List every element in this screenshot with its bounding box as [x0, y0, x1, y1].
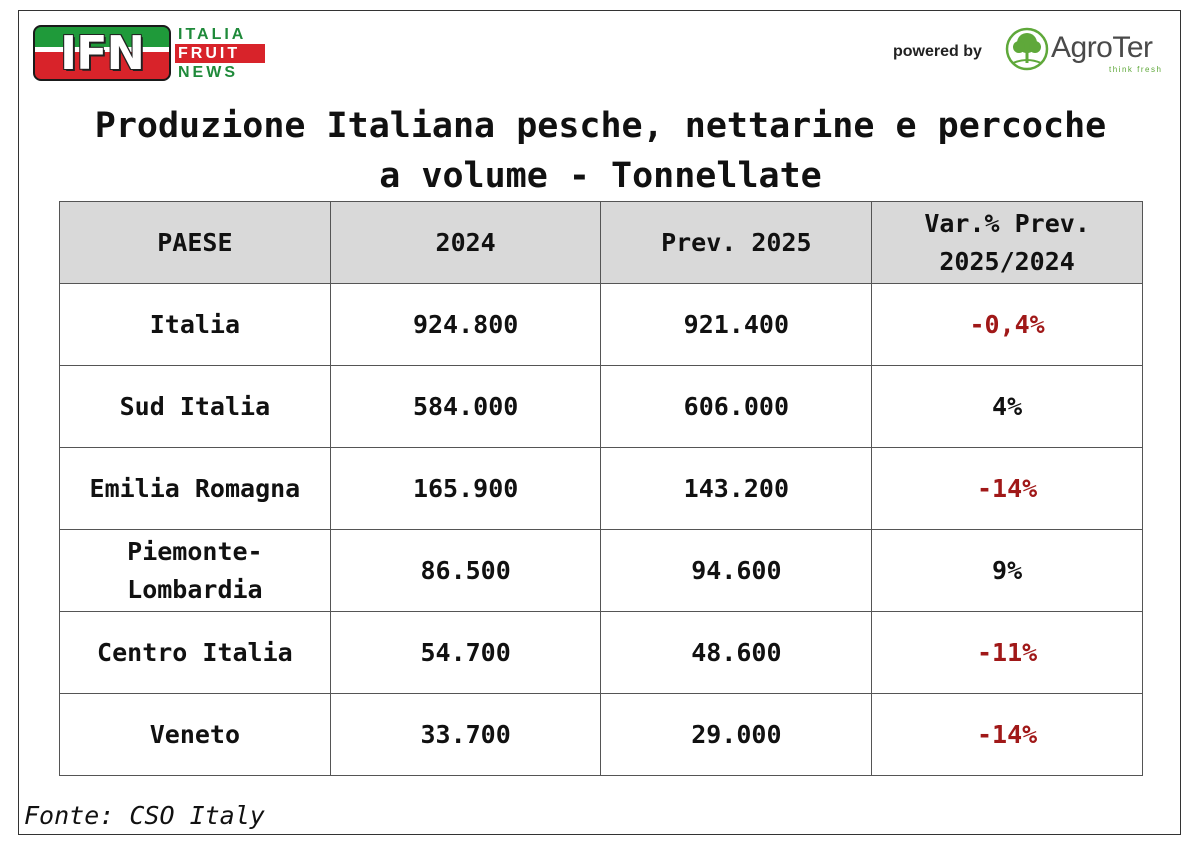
header-paese: PAESE	[59, 201, 331, 284]
production-table: PAESE 2024 Prev. 2025 Var.% Prev. 2025/2…	[59, 201, 1143, 776]
header-var: Var.% Prev. 2025/2024	[871, 201, 1143, 284]
agroter-logo: AgroTer think fresh	[1005, 27, 1175, 81]
ifn-logo-badge	[33, 25, 171, 81]
cell-prev-2025: 606.000	[600, 365, 873, 448]
cell-var: -11%	[871, 611, 1143, 694]
cell-paese: Veneto	[59, 693, 331, 776]
table-row: Italia 924.800 921.400 -0,4%	[59, 283, 1143, 366]
cell-prev-2025: 94.600	[600, 529, 873, 612]
table-row: Emilia Romagna 165.900 143.200 -14%	[59, 447, 1143, 530]
table-body: Italia 924.800 921.400 -0,4% Sud Italia 584.0…	[59, 283, 1143, 776]
cell-2024: 33.700	[329, 693, 602, 776]
ifn-logo: IFN ITALIA FRUIT NEWS	[33, 21, 265, 87]
title-line-2: a volume - Tonnellate	[379, 156, 822, 196]
powered-by-label: powered by	[893, 43, 982, 60]
cell-paese: Piemonte- Lombardia	[59, 529, 331, 612]
title-line-1: Produzione Italiana pesche, nettarine e …	[94, 106, 1107, 146]
agroter-tagline: think fresh	[1109, 65, 1163, 74]
ifn-word-news: NEWS	[178, 64, 238, 81]
cell-var: 4%	[871, 365, 1143, 448]
infographic-frame: IFN ITALIA FRUIT NEWS powered by AgroTer…	[18, 10, 1181, 835]
cell-paese: Italia	[59, 283, 331, 366]
cell-var: -0,4%	[871, 283, 1143, 366]
cell-prev-2025: 48.600	[600, 611, 873, 694]
cell-2024: 584.000	[329, 365, 602, 448]
cell-prev-2025: 143.200	[600, 447, 873, 530]
cell-var: -14%	[871, 693, 1143, 776]
ifn-logo-letters: IFN	[59, 26, 145, 80]
cell-var: 9%	[871, 529, 1143, 612]
agroter-name: AgroTer	[1051, 31, 1153, 64]
cell-var: -14%	[871, 447, 1143, 530]
cell-2024: 165.900	[329, 447, 602, 530]
source-note: Fonte: CSO Italy	[24, 801, 265, 830]
ifn-logo-words: ITALIA FRUIT NEWS	[175, 25, 265, 82]
header-2024: 2024	[329, 201, 602, 284]
table-header-row: PAESE 2024 Prev. 2025 Var.% Prev. 2025/2…	[59, 201, 1143, 284]
cell-paese: Sud Italia	[59, 365, 331, 448]
table-row: Veneto 33.700 29.000 -14%	[59, 693, 1143, 776]
tree-icon	[1005, 27, 1049, 71]
cell-paese: Emilia Romagna	[59, 447, 331, 530]
cell-prev-2025: 29.000	[600, 693, 873, 776]
ifn-word-fruit: FRUIT	[175, 44, 265, 63]
table-row: Piemonte- Lombardia 86.500 94.600 9%	[59, 529, 1143, 612]
cell-2024: 54.700	[329, 611, 602, 694]
cell-paese: Centro Italia	[59, 611, 331, 694]
table-row: Sud Italia 584.000 606.000 4%	[59, 365, 1143, 448]
ifn-word-italia: ITALIA	[178, 26, 247, 43]
header-prev-2025: Prev. 2025	[600, 201, 873, 284]
cell-2024: 924.800	[329, 283, 602, 366]
page-title: Produzione Italiana pesche, nettarine e …	[19, 101, 1182, 201]
cell-prev-2025: 921.400	[600, 283, 873, 366]
table-row: Centro Italia 54.700 48.600 -11%	[59, 611, 1143, 694]
cell-2024: 86.500	[329, 529, 602, 612]
